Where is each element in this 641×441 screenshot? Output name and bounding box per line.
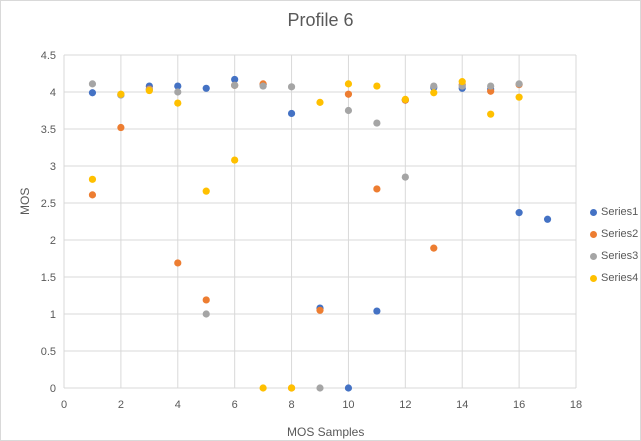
legend-item: Series4	[590, 267, 638, 289]
x-tick-label: 2	[118, 399, 124, 411]
x-tick-label: 0	[61, 399, 67, 411]
point-series3	[316, 384, 324, 392]
y-tick-label: 0	[50, 383, 56, 395]
point-series1	[344, 384, 353, 392]
point-series3	[430, 82, 438, 90]
point-series3	[401, 173, 409, 181]
legend-item: Series1	[590, 201, 638, 223]
point-series3	[373, 119, 381, 127]
point-series4	[145, 86, 153, 95]
point-series3	[487, 82, 495, 90]
legend-item: Series2	[590, 223, 638, 245]
point-series4	[316, 98, 324, 106]
x-axis-label: MOS Samples	[287, 425, 365, 439]
point-series4	[487, 110, 495, 118]
point-series2	[373, 185, 381, 193]
point-series3	[344, 106, 353, 115]
y-tick-label: 3	[50, 161, 56, 173]
legend-label: Series1	[601, 206, 639, 218]
point-series2	[344, 90, 353, 98]
x-tick-label: 8	[288, 399, 294, 411]
legend-swatch	[590, 252, 597, 260]
point-series4	[231, 156, 239, 164]
y-tick-label: 1.5	[41, 272, 56, 284]
x-tick-label: 6	[232, 399, 238, 411]
point-series3	[287, 83, 296, 91]
point-series4	[458, 78, 466, 86]
x-tick-label: 14	[456, 399, 468, 411]
point-series1	[287, 109, 296, 118]
point-series4	[373, 82, 381, 90]
legend-swatch	[590, 230, 597, 238]
point-series2	[117, 123, 125, 132]
point-series3	[174, 88, 182, 96]
point-series1	[202, 84, 210, 92]
point-series1	[174, 82, 182, 90]
legend-label: Series4	[601, 272, 639, 284]
y-tick-label: 4	[50, 87, 56, 99]
x-tick-label: 16	[513, 399, 525, 411]
point-series2	[430, 244, 438, 252]
y-tick-label: 0.5	[41, 346, 56, 358]
point-series4	[259, 384, 267, 392]
x-tick-label: 4	[175, 399, 181, 411]
point-series1	[515, 209, 523, 217]
y-tick-label: 3.5	[41, 124, 56, 136]
point-series4	[430, 89, 438, 97]
legend-swatch	[590, 274, 597, 282]
legend-label: Series3	[601, 250, 639, 262]
point-series4	[117, 90, 125, 98]
point-series3	[88, 80, 97, 88]
point-series1	[373, 307, 381, 315]
point-series2	[316, 306, 324, 314]
point-series4	[401, 95, 409, 103]
point-series4	[174, 99, 182, 107]
point-series3	[515, 80, 523, 88]
legend-swatch	[590, 208, 597, 216]
x-tick-label: 10	[342, 399, 354, 411]
point-series3	[202, 310, 210, 318]
y-tick-label: 4.5	[41, 50, 56, 62]
x-tick-label: 18	[570, 399, 582, 411]
x-tick-label: 12	[399, 399, 411, 411]
point-series4	[515, 93, 523, 101]
point-series4	[88, 175, 97, 183]
y-tick-label: 2	[50, 235, 56, 247]
chart-title: Profile 6	[287, 10, 354, 30]
point-series1	[543, 215, 552, 223]
point-series4	[202, 187, 210, 195]
point-series1	[231, 75, 239, 84]
point-series2	[487, 87, 495, 95]
point-series3	[259, 82, 267, 90]
point-series1	[88, 89, 97, 97]
legend: Series1 Series2 Series3 Series4	[590, 201, 638, 289]
y-tick-label: 2.5	[41, 198, 56, 210]
point-series3	[231, 81, 239, 89]
point-series2	[174, 259, 182, 267]
y-tick-label: 1	[50, 309, 56, 321]
legend-item: Series3	[590, 245, 638, 267]
point-series4	[287, 384, 296, 392]
point-series4	[344, 80, 353, 88]
point-series2	[202, 296, 210, 304]
legend-label: Series2	[601, 228, 639, 240]
point-series2	[88, 191, 97, 199]
